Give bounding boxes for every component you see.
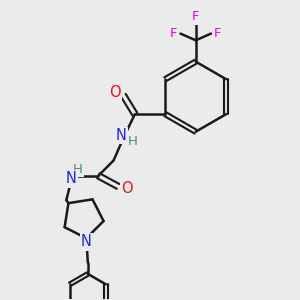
- Text: F: F: [170, 27, 178, 40]
- Text: F: F: [192, 10, 200, 23]
- Text: H: H: [128, 135, 138, 148]
- Text: O: O: [109, 85, 121, 100]
- Text: H: H: [73, 163, 83, 176]
- Text: N: N: [81, 234, 92, 249]
- Text: O: O: [121, 181, 133, 196]
- Text: F: F: [214, 27, 221, 40]
- Text: N: N: [65, 171, 76, 186]
- Text: N: N: [116, 128, 127, 143]
